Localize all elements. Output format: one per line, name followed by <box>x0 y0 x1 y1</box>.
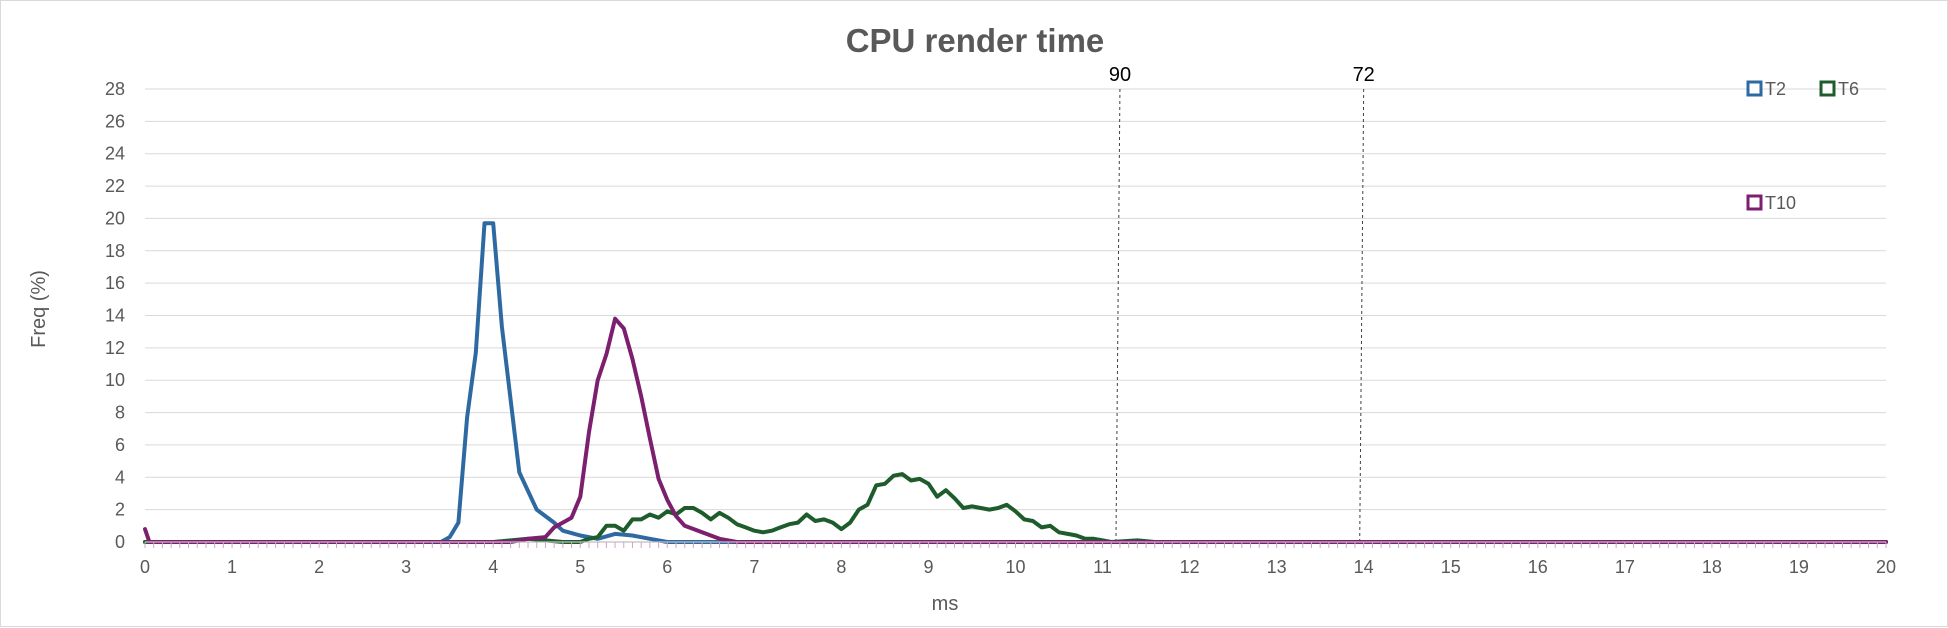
x-tick-label-19: 19 <box>1789 557 1809 577</box>
x-tick-label-13: 13 <box>1267 557 1287 577</box>
y-tick-label-28: 28 <box>105 79 125 99</box>
x-tick-label-1: 1 <box>227 557 237 577</box>
y-tick-label-4: 4 <box>115 467 125 487</box>
x-tick-label-18: 18 <box>1702 557 1722 577</box>
x-tick-label-20: 20 <box>1876 557 1896 577</box>
x-tick-label-17: 17 <box>1615 557 1635 577</box>
reference-line-90 <box>1115 86 1121 543</box>
series-line-T6 <box>143 472 1888 544</box>
y-tick-label-14: 14 <box>105 306 125 326</box>
legend-marker-T10 <box>1746 194 1763 211</box>
series-line-T2 <box>143 221 1888 544</box>
x-tick-label-0: 0 <box>140 557 150 577</box>
y-tick-label-24: 24 <box>105 144 125 164</box>
x-tick-label-2: 2 <box>314 557 324 577</box>
y-tick-label-12: 12 <box>105 338 125 358</box>
reference-line-label-72: 72 <box>1353 64 1375 86</box>
series-line-T10 <box>143 316 1888 544</box>
y-tick-label-6: 6 <box>115 435 125 455</box>
y-tick-label-26: 26 <box>105 111 125 131</box>
x-tick-label-16: 16 <box>1528 557 1548 577</box>
legend-marker-T2 <box>1746 80 1763 97</box>
legend-label-T6: T6 <box>1838 79 1859 99</box>
legend-marker-T6 <box>1819 80 1836 97</box>
x-tick-label-8: 8 <box>836 557 846 577</box>
y-tick-label-10: 10 <box>105 370 125 390</box>
y-axis-label: Freq (%) <box>28 270 50 348</box>
x-axis-label: ms <box>932 593 959 615</box>
x-tick-label-4: 4 <box>488 557 498 577</box>
x-tick-label-14: 14 <box>1354 557 1374 577</box>
legend-label-T2: T2 <box>1765 79 1786 99</box>
legend: T2 T6 T10 <box>1746 79 1859 213</box>
y-tick-label-8: 8 <box>115 403 125 423</box>
chart-title: CPU render time <box>846 22 1105 59</box>
reference-line-label-90: 90 <box>1109 64 1131 86</box>
reference-lines: 90 72 <box>1109 64 1375 543</box>
x-tick-label-10: 10 <box>1005 557 1025 577</box>
grid-lines <box>145 88 1886 543</box>
reference-line-72 <box>1359 86 1365 543</box>
y-tick-label-18: 18 <box>105 241 125 261</box>
series-lines <box>143 221 1888 544</box>
y-tick-label-0: 0 <box>115 532 125 552</box>
x-tick-label-7: 7 <box>749 557 759 577</box>
x-tick-label-6: 6 <box>662 557 672 577</box>
y-tick-label-22: 22 <box>105 176 125 196</box>
x-tick-label-5: 5 <box>575 557 585 577</box>
legend-label-T10: T10 <box>1765 193 1796 213</box>
x-tick-label-9: 9 <box>923 557 933 577</box>
y-tick-label-2: 2 <box>115 500 125 520</box>
x-tick-label-15: 15 <box>1441 557 1461 577</box>
x-tick-label-12: 12 <box>1180 557 1200 577</box>
y-tick-label-16: 16 <box>105 273 125 293</box>
x-tick-label-11: 11 <box>1093 557 1112 577</box>
x-tick-label-3: 3 <box>401 557 411 577</box>
y-tick-label-20: 20 <box>105 208 125 228</box>
